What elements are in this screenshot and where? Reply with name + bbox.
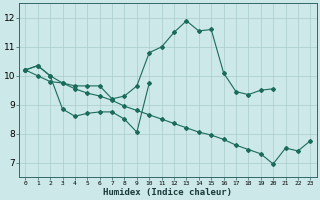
X-axis label: Humidex (Indice chaleur): Humidex (Indice chaleur) <box>103 188 232 197</box>
